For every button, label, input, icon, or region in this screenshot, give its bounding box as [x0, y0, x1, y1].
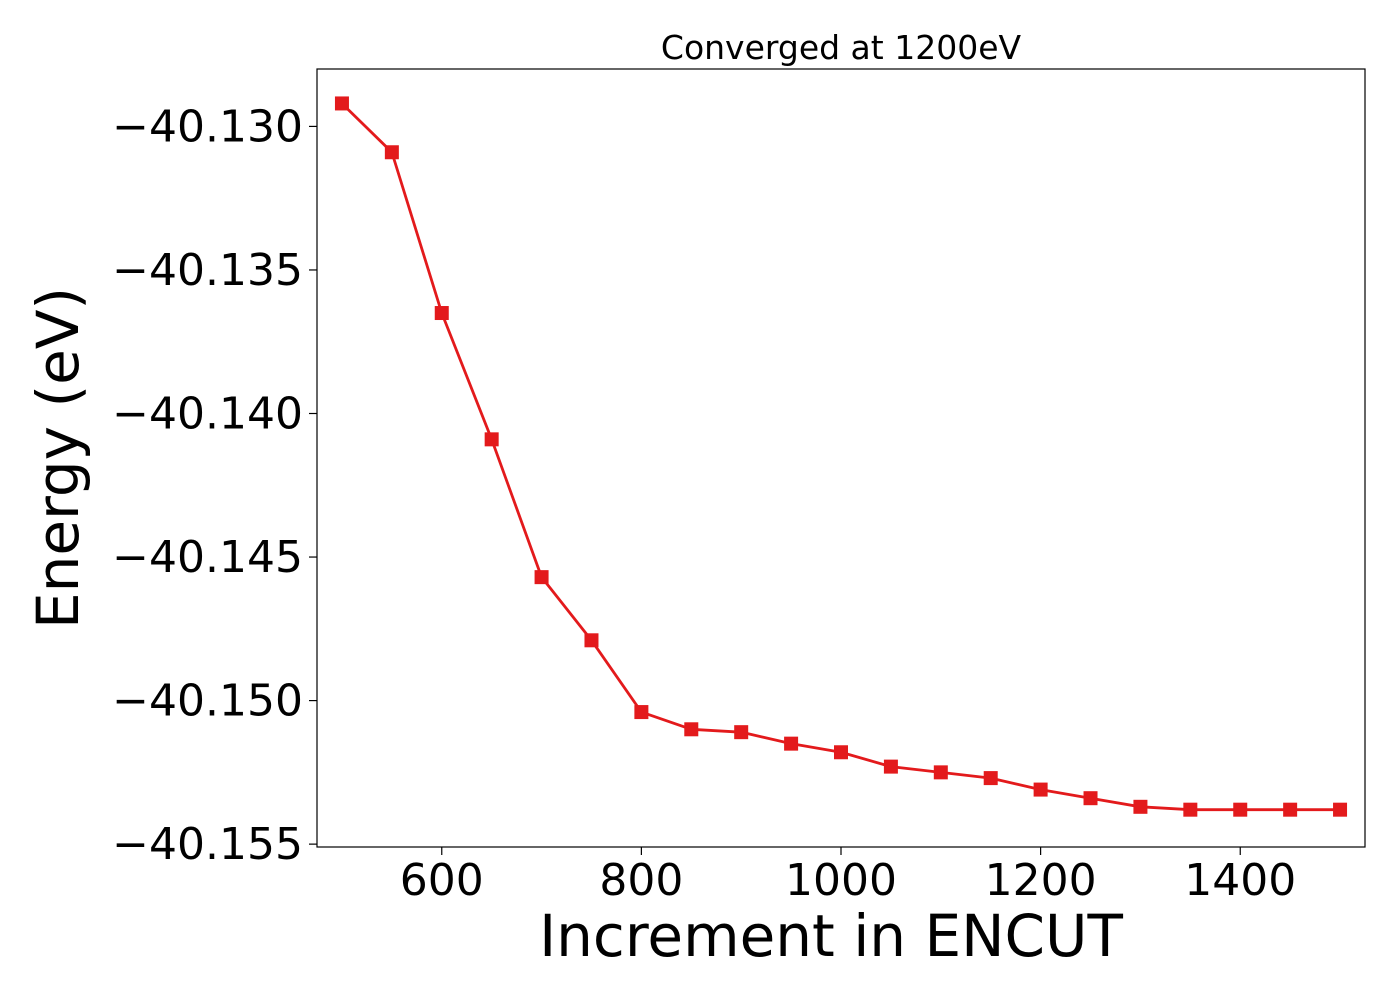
data-point [983, 771, 998, 786]
data-point [1033, 782, 1048, 797]
x-axis-label: Increment in ENCUT [539, 902, 1123, 970]
data-point [534, 570, 549, 585]
data-point [1333, 802, 1348, 817]
y-tick-label: −40.155 [112, 819, 303, 870]
data-point [1133, 799, 1148, 814]
data-point [784, 736, 799, 751]
data-point [1083, 791, 1098, 806]
y-tick-label: −40.140 [112, 389, 303, 440]
chart-title: Converged at 1200eV [661, 28, 1022, 67]
series-layer [334, 96, 1348, 817]
y-tick-label: −40.130 [112, 101, 303, 152]
data-point [484, 432, 499, 447]
data-point [334, 96, 349, 111]
y-axis-ticks: −40.130 −40.135 −40.140 −40.145 −40.150 −40.1… [112, 101, 317, 870]
data-point [634, 705, 649, 720]
y-axis-label: Energy (eV) [24, 287, 92, 629]
y-tick-label: −40.135 [112, 245, 303, 296]
data-point [834, 745, 848, 760]
data-point [1233, 802, 1248, 817]
data-point [933, 765, 948, 780]
y-tick-label: −40.150 [112, 676, 303, 727]
data-point [1183, 802, 1198, 817]
data-point [734, 725, 749, 740]
x-tick-label: 1000 [785, 855, 897, 906]
x-tick-label: 1200 [985, 855, 1097, 906]
x-tick-label: 1400 [1184, 855, 1296, 906]
plot-background [317, 69, 1365, 847]
plot-frame [316, 68, 1366, 848]
x-tick-label: 800 [599, 855, 683, 906]
data-point [384, 145, 399, 160]
data-point [434, 306, 449, 321]
data-point [584, 633, 599, 648]
y-tick-label: −40.145 [112, 532, 303, 583]
x-axis-ticks: 600 800 1000 1200 1400 [400, 847, 1296, 906]
data-point [684, 722, 699, 737]
x-tick-label: 600 [400, 855, 484, 906]
data-point [883, 759, 898, 774]
data-point [1283, 802, 1298, 817]
